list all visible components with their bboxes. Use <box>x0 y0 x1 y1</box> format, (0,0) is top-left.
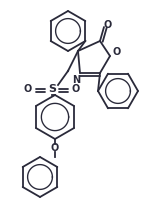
Text: S: S <box>48 84 56 94</box>
Text: N: N <box>72 75 80 85</box>
Text: O: O <box>104 20 112 30</box>
Text: O: O <box>72 84 80 94</box>
Text: O: O <box>51 143 59 153</box>
Text: O: O <box>24 84 32 94</box>
Text: O: O <box>113 47 121 57</box>
